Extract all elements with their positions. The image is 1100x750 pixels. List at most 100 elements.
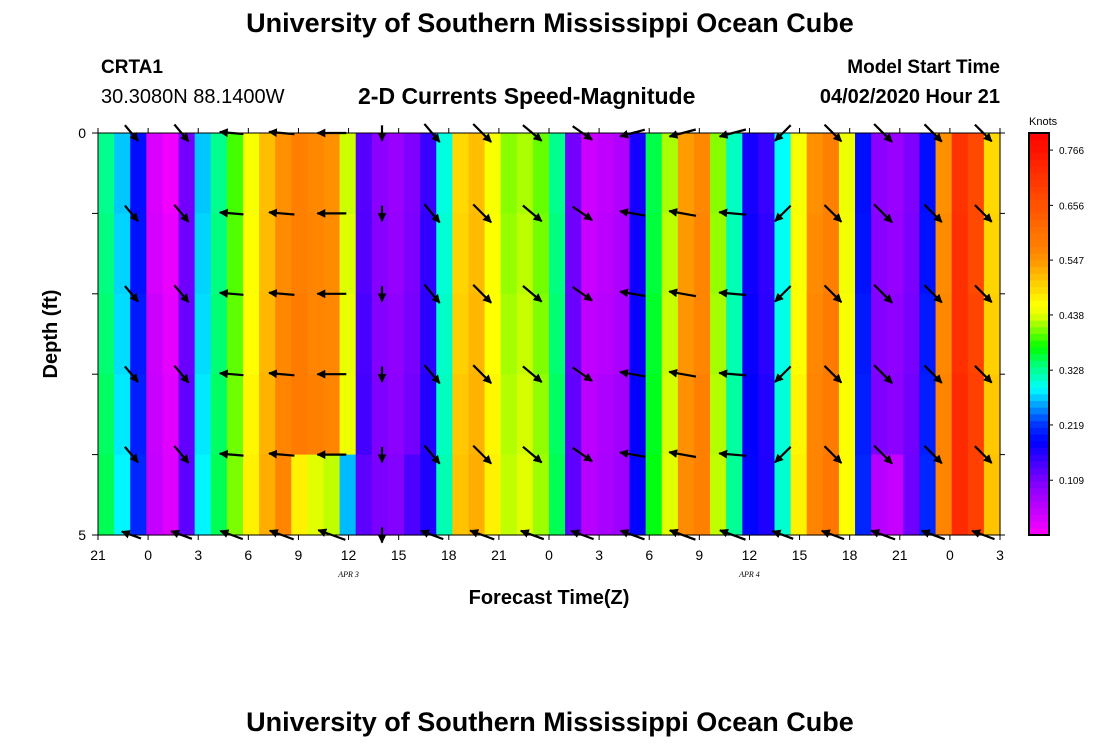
- colorbar-segment: [1029, 488, 1049, 496]
- heatmap-cell: [806, 133, 824, 214]
- heatmap-cell: [259, 454, 276, 536]
- heatmap-cell: [259, 133, 276, 214]
- colorbar-segment: [1029, 173, 1049, 181]
- heatmap-cell: [774, 133, 792, 214]
- current-arrow: [823, 365, 843, 384]
- colorbar-segment: [1029, 307, 1049, 315]
- heatmap-cell: [887, 293, 904, 375]
- colorbar-segment: [1029, 153, 1049, 161]
- heatmap-cell: [710, 454, 727, 536]
- heatmap-cell: [516, 133, 534, 214]
- colorbar-segment: [1029, 414, 1049, 422]
- heatmap-cell: [677, 213, 695, 295]
- heatmap-cell: [387, 374, 405, 456]
- heatmap-cell: [806, 374, 824, 456]
- heatmap-cell: [452, 454, 470, 536]
- colorbar-segment: [1029, 447, 1049, 456]
- heatmap-cell: [500, 293, 518, 375]
- current-arrow: [718, 449, 747, 459]
- heatmap-cell: [291, 213, 308, 295]
- heatmap-cell: [838, 374, 856, 456]
- current-arrow: [619, 449, 646, 459]
- heatmap-cell: [146, 213, 164, 295]
- heatmap-cell: [887, 454, 904, 536]
- heatmap-cell: [871, 133, 888, 214]
- heatmap-cell: [726, 374, 743, 456]
- current-arrow: [124, 446, 139, 464]
- current-arrow: [522, 204, 543, 223]
- model-start-label: Model Start Time: [847, 57, 1000, 78]
- heatmap-cell: [468, 454, 486, 536]
- colorbar-segment: [1029, 354, 1049, 362]
- colorbar-segment: [1029, 407, 1049, 415]
- heatmap-cell: [887, 213, 904, 295]
- heatmap-cell: [726, 454, 743, 536]
- heatmap-cell: [645, 374, 663, 456]
- heatmap-cell: [677, 293, 695, 375]
- current-arrow: [423, 203, 441, 224]
- heatmap-cell: [420, 374, 437, 456]
- current-arrow: [923, 203, 943, 223]
- colorbar-segment: [1029, 313, 1049, 322]
- heatmap-cell: [742, 454, 759, 536]
- x-tick-label: 18: [441, 547, 457, 563]
- current-arrow: [268, 288, 295, 298]
- heatmap-cell: [597, 374, 615, 456]
- current-arrow: [173, 364, 190, 384]
- heatmap-cell: [291, 293, 308, 375]
- heatmap-cell: [420, 293, 437, 375]
- colorbar-segment: [1029, 394, 1049, 402]
- heatmap-cell: [806, 213, 824, 295]
- axes: 21 0 3 6 9 12 15 18 21 0 3 6 9 12 15 18 21 0 3 APR 3 APR 4 0 5: [78, 125, 1005, 579]
- current-arrow: [572, 366, 593, 382]
- heatmap-cell: [194, 133, 212, 214]
- current-arrow: [974, 284, 993, 303]
- heatmap-cell: [130, 133, 147, 214]
- heatmap-cell: [661, 374, 679, 456]
- current-arrow: [718, 369, 747, 379]
- heatmap-cell: [371, 374, 389, 456]
- heatmap-cell: [323, 133, 341, 214]
- colorbar-segment: [1029, 494, 1049, 502]
- heatmap-cell: [420, 213, 437, 295]
- heatmap-cell: [500, 213, 518, 295]
- heatmap-cell: [291, 133, 308, 214]
- current-arrow: [218, 208, 244, 218]
- heatmap-cell: [339, 293, 357, 375]
- heatmap-cell: [951, 454, 969, 536]
- colorbar-segment: [1029, 179, 1049, 188]
- heatmap-cell: [387, 133, 405, 214]
- heatmap-cell: [629, 293, 647, 375]
- heatmap-cell: [565, 133, 582, 214]
- colorbar-segment: [1029, 481, 1049, 489]
- heatmap-cell: [178, 454, 196, 536]
- heatmap-cell: [887, 133, 904, 214]
- heatmap-cell: [114, 374, 131, 456]
- heatmap-cell: [549, 454, 566, 536]
- current-arrow: [522, 285, 543, 303]
- heatmap-cell: [468, 213, 486, 295]
- x-tick-label: 21: [90, 547, 106, 563]
- colorbar-segment: [1029, 508, 1049, 516]
- heatmap-cell: [114, 133, 131, 214]
- heatmap-cell: [307, 374, 325, 456]
- heatmap-cell: [613, 454, 631, 536]
- colorbar-segment: [1029, 240, 1049, 248]
- x-tick-label: 0: [144, 547, 152, 563]
- heatmap-cell: [323, 293, 341, 375]
- colorbar-segment: [1029, 360, 1049, 368]
- heatmap-cell: [307, 454, 325, 536]
- heatmap-cell: [983, 213, 1001, 295]
- heatmap-cell: [726, 293, 743, 375]
- heatmap-cell: [645, 293, 663, 375]
- heatmap-cell: [98, 213, 115, 295]
- colorbar-segment: [1029, 287, 1049, 295]
- colorbar-segment: [1029, 233, 1049, 241]
- current-arrow: [923, 364, 943, 384]
- current-arrow: [974, 204, 993, 223]
- heatmap-cell: [951, 374, 969, 456]
- heatmap-cell: [855, 374, 872, 456]
- colorbar-segment: [1029, 166, 1049, 174]
- heatmap-cell: [98, 293, 115, 375]
- heatmap-cell: [822, 454, 840, 536]
